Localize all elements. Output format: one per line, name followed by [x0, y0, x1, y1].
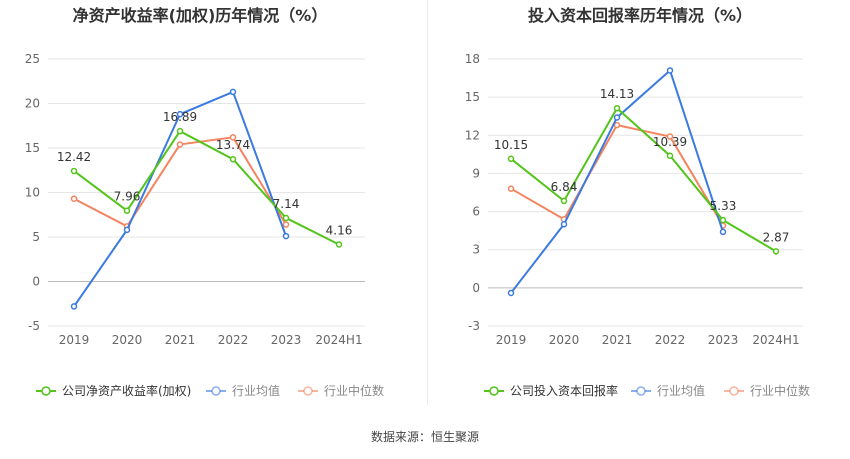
x-tick-label: 2024H1: [315, 333, 362, 347]
legend-label: 行业均值: [657, 383, 705, 398]
chart-2: 投入资本回报率历年情况（%） -3 0 3 6 9 12 15 18 2019 2020 2021 20…: [465, 6, 810, 398]
legend-marker-icon: [41, 386, 51, 396]
data-label: 7.96: [114, 190, 141, 204]
data-point-avg: [123, 226, 131, 234]
x-tick-label: 2022: [655, 333, 686, 347]
y-tick-label: -3: [468, 319, 480, 333]
data-point-company: [176, 127, 184, 135]
x-tick-label: 2022: [218, 333, 249, 347]
panel-divider: [427, 0, 428, 405]
data-point-avg: [507, 289, 515, 297]
x-tick-label: 2023: [708, 333, 739, 347]
data-point-avg: [719, 228, 727, 236]
data-point-avg: [613, 114, 621, 121]
y-tick-label: 9: [472, 166, 480, 180]
series-line-median: [510, 124, 724, 227]
data-point-avg: [176, 110, 184, 118]
data-label: 5.33: [710, 199, 737, 213]
y-tick-label: 10: [25, 186, 40, 200]
data-source-label: 数据来源：恒生聚源: [370, 430, 479, 444]
legend-marker-icon: [211, 386, 221, 396]
data-point-company: [666, 152, 674, 160]
data-point-avg: [560, 221, 568, 228]
data-point-median: [666, 133, 674, 140]
data-point-company: [229, 155, 237, 163]
data-label: 16.89: [163, 110, 197, 124]
data-point-company: [507, 155, 515, 163]
data-point-median: [70, 195, 78, 202]
y-tick-label: 0: [32, 275, 40, 289]
legend-marker-icon: [729, 386, 739, 396]
x-tick-label: 2019: [496, 333, 527, 347]
data-label: 14.13: [600, 87, 634, 101]
legend-item-avg[interactable]: 行业均值: [206, 383, 280, 398]
legend-marker-icon: [303, 386, 313, 396]
data-point-median: [176, 141, 184, 148]
data-point-company: [613, 104, 621, 112]
legend-item-company[interactable]: 公司净资产收益率(加权): [36, 383, 191, 398]
legend-item-median[interactable]: 行业中位数: [724, 383, 810, 398]
x-tick-label: 2019: [59, 333, 90, 347]
legend-item-company[interactable]: 公司投入资本回报率: [484, 383, 618, 398]
x-tick-label: 2020: [549, 333, 580, 347]
data-label: 10.39: [653, 135, 687, 149]
data-point-company: [70, 167, 78, 175]
x-tick-label: 2024H1: [752, 333, 799, 347]
legend-label: 公司投入资本回报率: [510, 383, 618, 398]
y-tick-label: 25: [25, 52, 40, 66]
data-point-company: [335, 241, 343, 248]
y-tick-label: 18: [465, 52, 480, 66]
y-tick-label: 5: [32, 230, 40, 244]
y-tick-label: 15: [25, 141, 40, 155]
legend-marker-icon: [489, 386, 499, 396]
data-point-avg: [666, 67, 674, 74]
chart-1: 净资产收益率(加权)历年情况（%） -5 0 5 10 15 20 25 2019 2020 202…: [25, 6, 384, 398]
y-tick-label: 6: [472, 205, 480, 219]
y-tick-label: 15: [465, 90, 480, 104]
series-line-company: [510, 107, 777, 253]
data-label: 4.16: [326, 223, 353, 237]
chart-title: 净资产收益率(加权)历年情况（%）: [73, 6, 328, 25]
data-label: 7.14: [273, 197, 300, 211]
chart-title: 投入资本回报率历年情况（%）: [528, 6, 752, 25]
data-point-company: [123, 207, 131, 214]
data-point-avg: [229, 88, 237, 96]
data-point-median: [507, 185, 515, 192]
legend-item-avg[interactable]: 行业均值: [631, 383, 705, 398]
data-point-avg: [70, 303, 78, 310]
data-point-company: [719, 216, 727, 224]
x-tick-label: 2020: [112, 333, 143, 347]
data-label: 2.87: [763, 230, 790, 244]
data-label: 12.42: [57, 150, 91, 164]
data-point-median: [613, 121, 621, 129]
y-tick-label: 20: [25, 97, 40, 111]
legend-label: 行业均值: [232, 383, 280, 398]
legend-item-median[interactable]: 行业中位数: [298, 383, 384, 398]
data-point-company: [772, 248, 780, 255]
data-label: 6.84: [551, 180, 578, 194]
data-point-median: [229, 134, 237, 141]
data-point-company: [282, 214, 290, 222]
y-tick-label: 3: [472, 243, 480, 257]
data-point-avg: [282, 232, 290, 240]
data-point-median: [282, 221, 290, 228]
y-tick-label: 0: [472, 281, 480, 295]
y-tick-label: 12: [465, 128, 480, 142]
x-tick-label: 2021: [602, 333, 633, 347]
legend-label: 公司净资产收益率(加权): [62, 383, 191, 398]
y-tick-label: -5: [28, 319, 40, 333]
data-label: 10.15: [494, 138, 528, 152]
legend-label: 行业中位数: [324, 383, 384, 398]
data-point-company: [560, 197, 568, 205]
x-tick-label: 2023: [271, 333, 302, 347]
legend-label: 行业中位数: [750, 383, 810, 398]
x-tick-label: 2021: [165, 333, 196, 347]
data-label: 13.74: [216, 138, 250, 152]
series-line-company: [73, 130, 340, 246]
legend-marker-icon: [636, 386, 646, 396]
